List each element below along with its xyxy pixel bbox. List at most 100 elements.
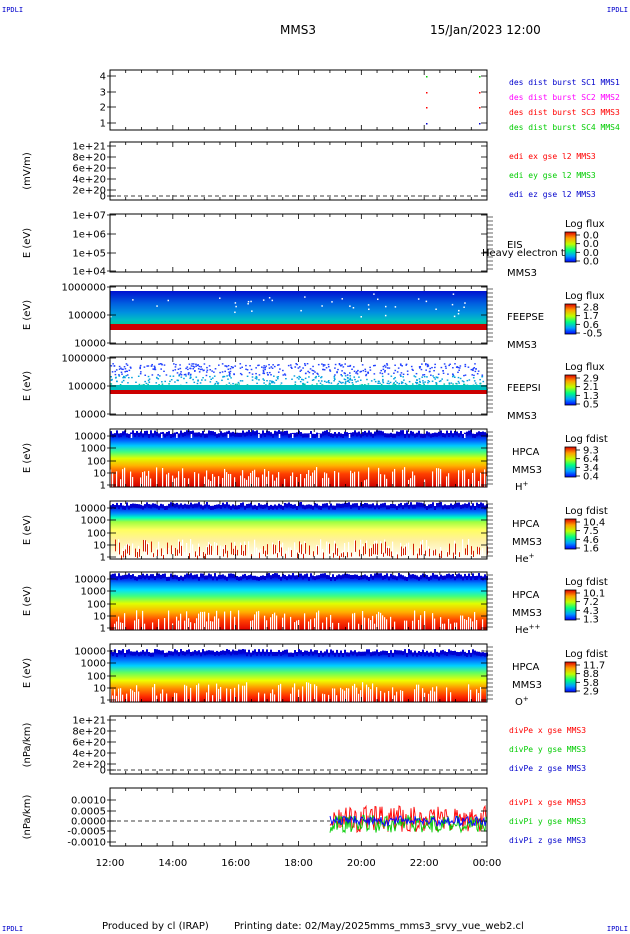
divpi-series-0000ff — [329, 815, 487, 827]
burst-ytick-label: 2 — [100, 103, 106, 114]
divpe-ytick-label: 6e+20 — [72, 738, 106, 749]
hpca_o-ytick-label: 10000 — [74, 647, 106, 658]
hpca_he-instrument-label: HPCA — [512, 519, 540, 530]
divpi-legend-item: divPi y gse MMS3 — [509, 817, 586, 826]
divpi-ytick-label: 0.0005 — [71, 807, 106, 818]
panel-feepsi: 1000000 100000 10000 E (eV) FEEPSI MMS3 Log fl… — [22, 354, 605, 423]
hpca_o-cbar-tick-label: 11.7 — [583, 661, 605, 672]
footer-script: mms_mms3_srvy_vue_web2.cl — [370, 921, 524, 932]
eis-ylabel: E (eV) — [22, 228, 33, 258]
panel-feepse: 1000000 100000 10000 E (eV) FEEPSE MMS3 Log fl… — [22, 283, 605, 352]
hpca_h-ytick-label: 100 — [87, 457, 106, 468]
burst-legend-item: des dist burst SC1 MMS1 — [509, 78, 620, 87]
burst-legend-item: des dist burst SC3 MMS3 — [509, 108, 620, 117]
feepsi-ytick-label: 1000000 — [61, 354, 106, 365]
hpca_hepp-cbar-tick-label: 10.1 — [583, 589, 605, 600]
feepsi-red-band — [110, 390, 487, 394]
divpi-series-ff0000 — [329, 804, 487, 834]
hpca_he-cbar-tick-label: 1.6 — [583, 544, 599, 555]
hpca_h-cbar-tick-label: 3.4 — [583, 463, 599, 474]
divpe-legend-item: divPe y gse MMS3 — [509, 745, 586, 754]
feepse-ytick-label: 10000 — [74, 339, 106, 350]
edi-ytick-label: 2e+20 — [72, 186, 106, 197]
hpca_o-spacecraft-label: MMS3 — [512, 680, 542, 691]
feepsi-cbar-tick-label: 1.3 — [583, 391, 599, 402]
eis-ytick-label: 1e+04 — [72, 267, 106, 278]
time-tick-label: 00:00 — [473, 858, 502, 869]
feepse-cbar-tick-label: 1.7 — [583, 311, 599, 322]
feepse-cbar-title: Log flux — [565, 291, 605, 302]
eis-subtitle: Heavy electron to — [482, 248, 571, 259]
hpca_he-ytick-label: 1 — [100, 553, 106, 564]
feepsi-cbar-tick-label: 0.5 — [583, 400, 599, 411]
eis-cbar-tick-label: 0.0 — [583, 248, 599, 259]
feepse-spectrogram — [110, 291, 487, 327]
divpe-ytick-label: 2e+20 — [72, 760, 106, 771]
hpca_hepp-ytick-label: 10 — [93, 612, 106, 623]
feepsi-ytick-label: 100000 — [68, 382, 106, 393]
eis-colorbar — [564, 231, 577, 263]
burst-ytick-label: 4 — [100, 72, 106, 83]
divpe-legend-item: divPe x gse MMS3 — [509, 726, 586, 735]
edi-legend-item: edi ey gse l2 MMS3 — [509, 171, 596, 180]
hpca_he-ylabel: E (eV) — [22, 515, 33, 545]
divpe-ytick-label: 0 — [100, 766, 106, 777]
edi-ytick-label: 1e+21 — [72, 142, 106, 153]
feepsi-cbar-tick-label: 2.1 — [583, 382, 599, 393]
edi-ylabel: (mV/m) — [22, 152, 33, 190]
hpca_he-colorbar — [564, 518, 577, 550]
eis-spacecraft-label: MMS3 — [507, 268, 537, 279]
feepse-instrument-label: FEEPSE — [507, 312, 544, 323]
corner-label-bottom-right: IPDLI — [607, 925, 628, 933]
divpe-frame — [109, 715, 488, 775]
hpca_hepp-instrument-label: HPCA — [512, 590, 540, 601]
feepse-colorbar — [564, 303, 577, 335]
hpca_o-ytick-label: 1000 — [81, 659, 106, 670]
hpca_hepp-cbar-tick-label: 1.3 — [583, 615, 599, 626]
corner-label-top-left: IPDLI — [2, 6, 23, 14]
edi-legend-item: edi ex gse l2 MMS3 — [509, 152, 596, 161]
eis-ytick-label: 1e+05 — [72, 249, 106, 260]
feepsi-ytick-label: 10000 — [74, 410, 106, 421]
hpca_he-cbar-title: Log fdist — [565, 506, 608, 517]
eis-cbar-tick-label: 0.0 — [583, 231, 599, 242]
time-tick-label: 20:00 — [347, 858, 376, 869]
burst-legend-item: des dist burst SC2 MMS2 — [509, 93, 620, 102]
hpca_h-ytick-label: 10000 — [74, 432, 106, 443]
edi-ytick-label: 0 — [100, 192, 106, 203]
hpca_he-cbar-tick-label: 4.6 — [583, 535, 599, 546]
time-tick-label: 12:00 — [96, 858, 125, 869]
time-tick-label: 22:00 — [410, 858, 439, 869]
hpca_o-species-label: O+ — [515, 695, 529, 708]
divpi-ytick-label: -0.0010 — [67, 838, 106, 849]
feepsi-spacecraft-label: MMS3 — [507, 411, 537, 422]
edi-ytick-label: 6e+20 — [72, 164, 106, 175]
plot-datetime: 15/Jan/2023 12:00 — [430, 23, 541, 37]
edi-ytick-label: 8e+20 — [72, 153, 106, 164]
feepse-red-band — [110, 324, 487, 330]
feepse-spacecraft-label: MMS3 — [507, 340, 537, 351]
hpca_hepp-ytick-label: 1 — [100, 624, 106, 635]
hpca_hepp-species-label: He++ — [515, 623, 541, 636]
eis-instrument-label: EIS — [507, 240, 523, 251]
hpca_o-ytick-label: 1 — [100, 696, 106, 707]
eis-cbar-tick-label: 0.0 — [583, 239, 599, 250]
divpi-frame — [109, 787, 488, 847]
hpca_o-colorbar — [564, 661, 577, 693]
hpca_hepp-ytick-label: 10000 — [74, 575, 106, 586]
hpca_h-spacecraft-label: MMS3 — [512, 465, 542, 476]
hpca_o-ytick-label: 100 — [87, 672, 106, 683]
eis-frame — [109, 213, 488, 273]
divpe-legend-item: divPe z gse MMS3 — [509, 764, 586, 773]
hpca_hepp-ytick-label: 100 — [87, 600, 106, 611]
hpca_h-species-label: H+ — [515, 480, 529, 493]
hpca_he-ytick-label: 100 — [87, 529, 106, 540]
panel-burst: 4 3 2 1 des dist burst SC1 MMS1 des dist burs… — [100, 69, 620, 132]
hpca_he-ytick-label: 10 — [93, 541, 106, 552]
divpi-ytick-label: -0.0005 — [67, 827, 106, 838]
time-tick-label: 16:00 — [221, 858, 250, 869]
feepse-cbar-tick-label: 0.6 — [583, 320, 599, 331]
